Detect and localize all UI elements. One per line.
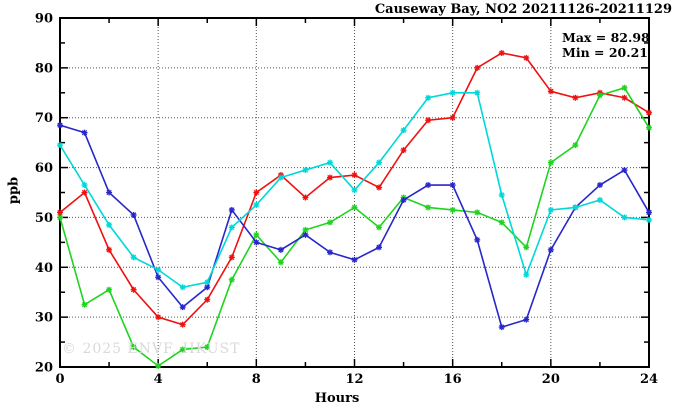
minmax-annotation: Max = 82.98 Min = 20.21 — [562, 30, 650, 60]
tick-label: 8 — [252, 372, 261, 387]
tick-label: 0 — [55, 372, 64, 387]
y-axis-label: ppb — [6, 176, 22, 205]
tick-labels: 20 30 40 50 60 70 80 90 0 4 8 12 16 20 24 — [35, 12, 658, 388]
watermark: © 2025 ENVF, HKUST — [62, 341, 241, 357]
tick-label: 24 — [640, 372, 658, 387]
tick-label: 30 — [35, 311, 53, 326]
tick-label: 80 — [35, 61, 53, 76]
tick-label: 40 — [35, 261, 53, 276]
tick-label: 12 — [345, 372, 363, 387]
tick-label: 20 — [35, 361, 53, 376]
series-green-line — [57, 84, 652, 369]
tick-label: 4 — [154, 372, 163, 387]
chart-title: Causeway Bay, NO2 20211126-20211129 — [374, 2, 672, 17]
tick-label: 20 — [542, 372, 560, 387]
series-cyan-line — [57, 89, 652, 291]
x-axis-label: Hours — [314, 391, 360, 406]
min-value-label: Min = 20.21 — [562, 45, 648, 60]
tick-label: 50 — [35, 211, 53, 226]
tick-label: 60 — [35, 161, 53, 176]
max-value-label: Max = 82.98 — [562, 30, 650, 45]
tick-label: 70 — [35, 111, 53, 126]
tick-label: 90 — [35, 12, 53, 27]
tick-label: 16 — [444, 372, 462, 387]
plot-frame — [59, 17, 650, 368]
